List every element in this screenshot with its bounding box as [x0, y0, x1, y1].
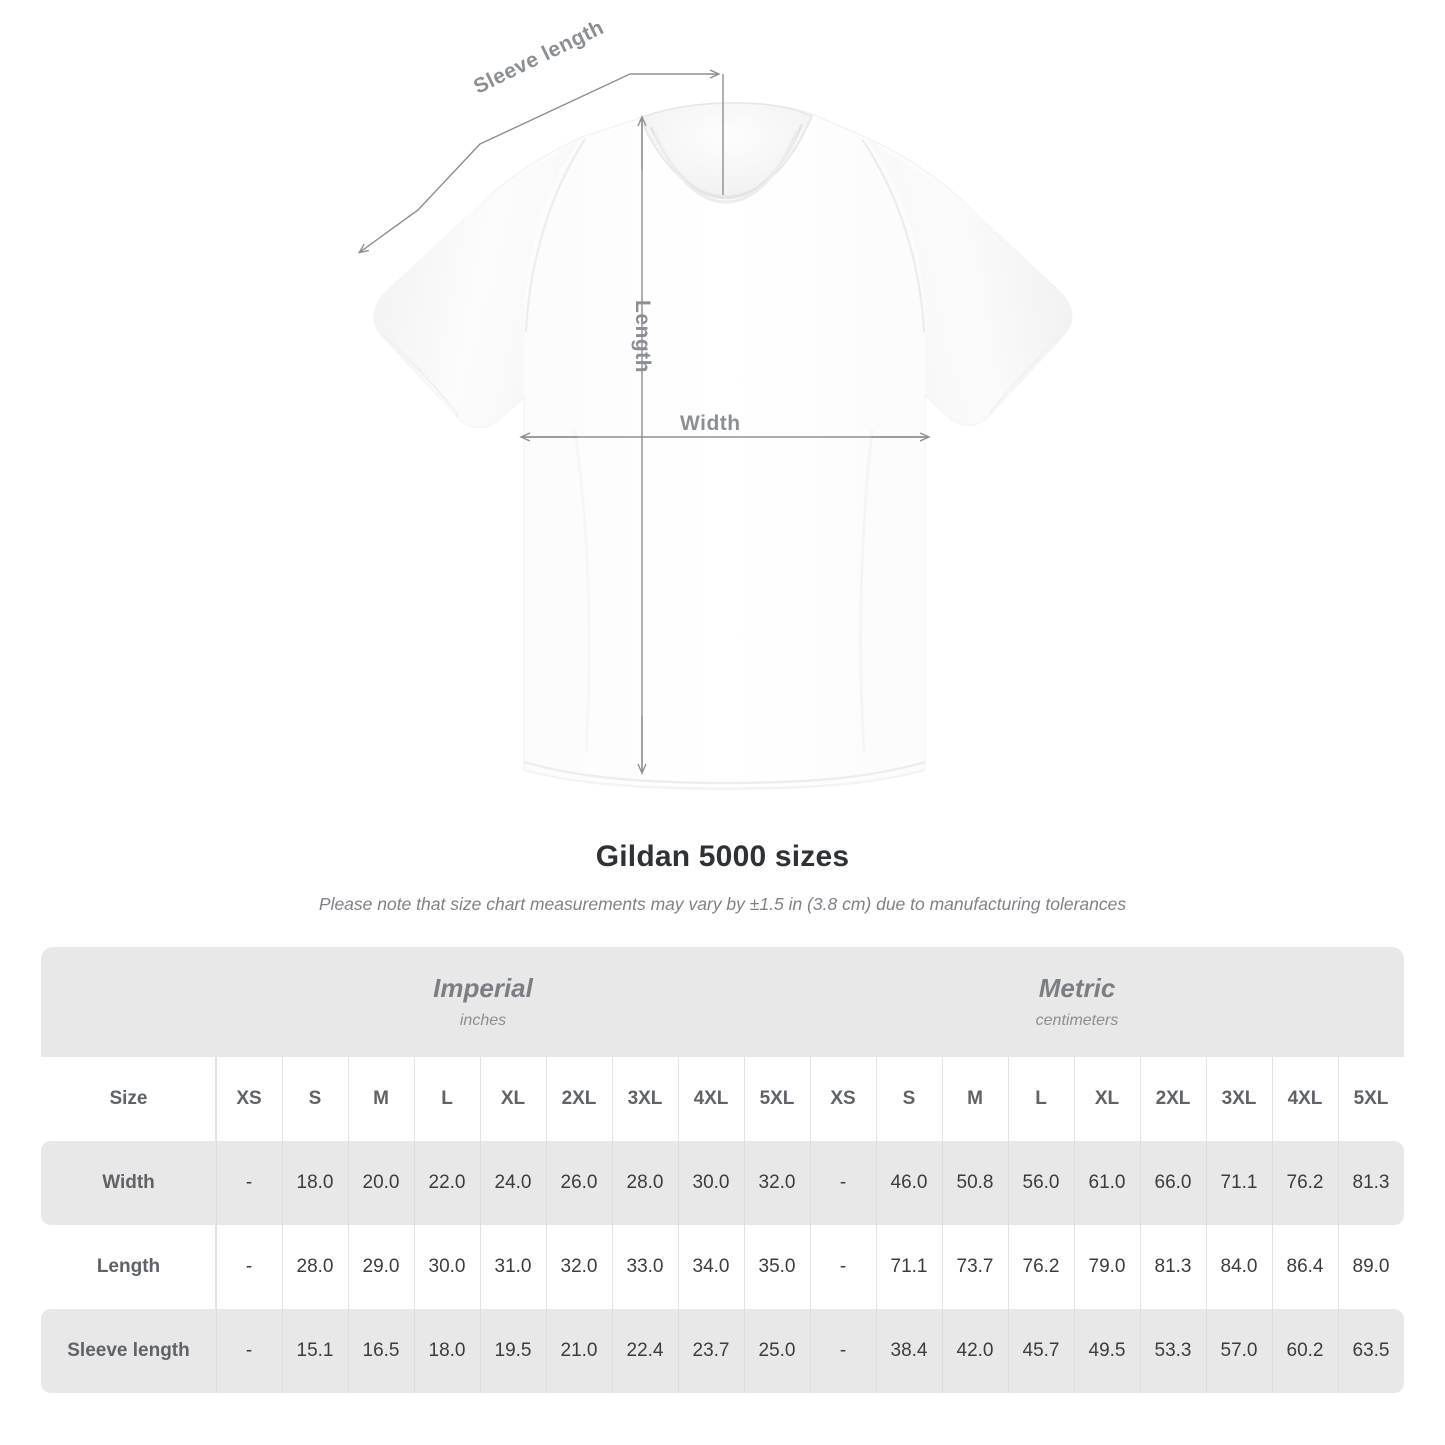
- table-cell: 26.0: [546, 1141, 612, 1225]
- size-header-cell: 5XL: [744, 1057, 810, 1141]
- table-cell: 46.0: [876, 1141, 942, 1225]
- table-cell: -: [216, 1309, 282, 1393]
- table-cell: 79.0: [1074, 1225, 1140, 1309]
- size-table: Imperial inches Metric centimeters Size …: [41, 947, 1404, 1393]
- size-header-cell: S: [876, 1057, 942, 1141]
- table-cell: 28.0: [282, 1225, 348, 1309]
- row-label-width: Width: [102, 1172, 155, 1193]
- table-cell: 56.0: [1008, 1141, 1074, 1225]
- size-header-cell: XS: [216, 1057, 282, 1141]
- table-cell: 60.2: [1272, 1309, 1338, 1393]
- table-cell: 32.0: [546, 1225, 612, 1309]
- table-row: Sleeve length - 15.1 16.5 18.0 19.5 21.0…: [41, 1309, 1404, 1393]
- size-header-cell: XL: [1074, 1057, 1140, 1141]
- size-header-cell: M: [942, 1057, 1008, 1141]
- table-cell: 66.0: [1140, 1141, 1206, 1225]
- size-header-cell: XS: [810, 1057, 876, 1141]
- table-cell: -: [810, 1309, 876, 1393]
- table-cell: 25.0: [744, 1309, 810, 1393]
- table-cell: 16.5: [348, 1309, 414, 1393]
- page-title: Gildan 5000 sizes: [595, 840, 850, 873]
- table-cell: 20.0: [348, 1141, 414, 1225]
- unit-band: Imperial inches Metric centimeters: [41, 947, 1404, 1057]
- table-cell: 57.0: [1206, 1309, 1272, 1393]
- table-cell: 45.7: [1008, 1309, 1074, 1393]
- table-cell: 24.0: [480, 1141, 546, 1225]
- size-header-cell: 4XL: [1272, 1057, 1338, 1141]
- unit-imperial: Imperial inches: [216, 972, 750, 1030]
- table-cell: -: [216, 1225, 282, 1309]
- table-cell: 32.0: [744, 1141, 810, 1225]
- sleeve-length-dimension: [357, 69, 724, 254]
- unit-imperial-sub: inches: [459, 1011, 507, 1029]
- table-cell: 18.0: [414, 1309, 480, 1393]
- table-cell: 29.0: [348, 1225, 414, 1309]
- length-label: Length: [631, 300, 654, 373]
- column-header-size: Size: [41, 1057, 216, 1141]
- table-cell: 49.5: [1074, 1309, 1140, 1393]
- size-header-cell: 3XL: [1206, 1057, 1272, 1141]
- table-cell: 61.0: [1074, 1141, 1140, 1225]
- table-cell: 89.0: [1338, 1225, 1404, 1309]
- table-cell: 30.0: [678, 1141, 744, 1225]
- table-cell: 81.3: [1140, 1225, 1206, 1309]
- table-cell: 18.0: [282, 1141, 348, 1225]
- unit-metric: Metric centimeters: [750, 972, 1404, 1030]
- table-cell: -: [810, 1225, 876, 1309]
- table-cell: 81.3: [1338, 1141, 1404, 1225]
- unit-metric-name: Metric: [1038, 972, 1116, 1003]
- title-block: Gildan 5000 sizes Please note that size …: [0, 840, 1445, 915]
- table-row: Width - 18.0 20.0 22.0 24.0 26.0 28.0 30…: [41, 1141, 1404, 1225]
- table-cell: 35.0: [744, 1225, 810, 1309]
- table-cell: 21.0: [546, 1309, 612, 1393]
- size-header-cell: 4XL: [678, 1057, 744, 1141]
- table-cell: 34.0: [678, 1225, 744, 1309]
- tshirt-shape: [373, 102, 1073, 791]
- table-cell: 76.2: [1008, 1225, 1074, 1309]
- size-header-cell: 2XL: [546, 1057, 612, 1141]
- table-cell: 76.2: [1272, 1141, 1338, 1225]
- size-header-cell: 2XL: [1140, 1057, 1206, 1141]
- table-cell: 50.8: [942, 1141, 1008, 1225]
- table-cell: 15.1: [282, 1309, 348, 1393]
- size-header-cell: L: [1008, 1057, 1074, 1141]
- table-cell: 71.1: [1206, 1141, 1272, 1225]
- size-header-cell: L: [414, 1057, 480, 1141]
- table-cell: 22.4: [612, 1309, 678, 1393]
- size-header-cell: XL: [480, 1057, 546, 1141]
- table-cell: 33.0: [612, 1225, 678, 1309]
- tolerance-note: Please note that size chart measurements…: [318, 894, 1127, 914]
- unit-imperial-name: Imperial: [433, 972, 533, 1003]
- table-cell: -: [216, 1141, 282, 1225]
- row-label-sleeve-length: Sleeve length: [67, 1340, 190, 1361]
- dimension-lines: [357, 69, 931, 775]
- table-cell: 71.1: [876, 1225, 942, 1309]
- row-label-length: Length: [41, 1225, 216, 1309]
- width-label: Width: [680, 412, 741, 435]
- table-cell: 28.0: [612, 1141, 678, 1225]
- table-cell: 42.0: [942, 1309, 1008, 1393]
- tshirt-illustration: [357, 69, 1073, 791]
- table-cell: 86.4: [1272, 1225, 1338, 1309]
- table-cell: 19.5: [480, 1309, 546, 1393]
- table-cell: 23.7: [678, 1309, 744, 1393]
- size-header-cell: 3XL: [612, 1057, 678, 1141]
- table-cell: 31.0: [480, 1225, 546, 1309]
- table-header-row: Size XS S M L XL 2XL 3XL 4XL 5XL XS S M …: [41, 1057, 1404, 1141]
- table-row: Length - 28.0 29.0 30.0 31.0 32.0 33.0 3…: [41, 1225, 1404, 1309]
- table-cell: 30.0: [414, 1225, 480, 1309]
- table-cell: 38.4: [876, 1309, 942, 1393]
- table-cell: 84.0: [1206, 1225, 1272, 1309]
- size-header-cell: 5XL: [1338, 1057, 1404, 1141]
- size-header-cell: M: [348, 1057, 414, 1141]
- size-header-cell: S: [282, 1057, 348, 1141]
- table-cell: 53.3: [1140, 1309, 1206, 1393]
- table-cell: -: [810, 1141, 876, 1225]
- table-cell: 22.0: [414, 1141, 480, 1225]
- table-cell: 63.5: [1338, 1309, 1404, 1393]
- table-cell: 73.7: [942, 1225, 1008, 1309]
- tshirt-diagram: Sleeve length Length Width: [357, 16, 1073, 791]
- unit-metric-sub: centimeters: [1035, 1011, 1119, 1029]
